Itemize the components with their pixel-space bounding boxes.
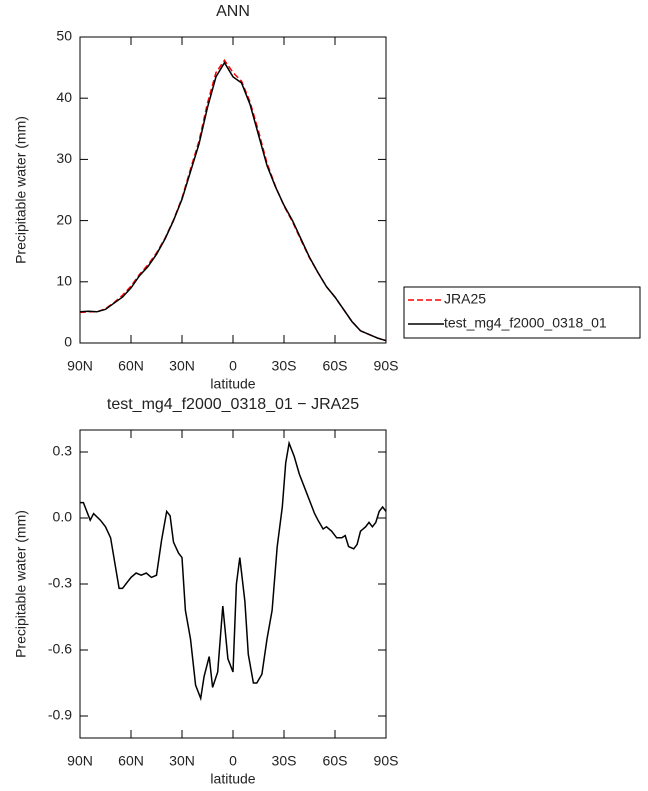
y-tick-label: 0.3 <box>53 443 73 459</box>
y-tick-label: -0.9 <box>48 707 72 723</box>
legend-label: test_mg4_f2000_0318_01 <box>444 315 607 331</box>
series-line <box>79 61 387 342</box>
y-tick-label: 40 <box>56 89 72 105</box>
x-tick-label: 30S <box>272 753 297 769</box>
y-tick-label: 0 <box>64 334 72 350</box>
y-tick-label: 50 <box>56 28 72 44</box>
legend-label: JRA25 <box>444 291 486 307</box>
x-axis-label: latitude <box>210 376 255 392</box>
legend-box <box>403 286 641 339</box>
y-tick-label: 30 <box>56 150 72 166</box>
chart-title: test_mg4_f2000_0318_01 − JRA25 <box>107 396 359 413</box>
x-tick-label: 60N <box>118 753 144 769</box>
y-axis-label: Precipitable water (mm) <box>13 116 29 264</box>
x-tick-label: 90N <box>67 753 93 769</box>
x-tick-label: 60N <box>118 358 144 374</box>
y-axis-label: Precipitable water (mm) <box>13 510 29 658</box>
x-tick-label: 30N <box>169 753 195 769</box>
chart-title: ANN <box>216 3 250 20</box>
x-tick-label: 90S <box>374 753 399 769</box>
y-tick-label: 10 <box>56 273 72 289</box>
y-tick-label: 20 <box>56 211 72 227</box>
y-tick-label: -0.6 <box>48 641 72 657</box>
plot-frame <box>79 36 387 344</box>
x-tick-label: 90N <box>67 358 93 374</box>
x-axis-label: latitude <box>210 771 255 787</box>
x-tick-label: 60S <box>323 753 348 769</box>
x-tick-label: 60S <box>323 358 348 374</box>
x-tick-label: 30S <box>272 358 297 374</box>
y-tick-label: -0.3 <box>48 575 72 591</box>
series-line <box>79 58 387 342</box>
x-tick-label: 0 <box>229 358 237 374</box>
y-tick-label: 0.0 <box>53 509 73 525</box>
series-line <box>80 440 387 702</box>
x-tick-label: 90S <box>374 358 399 374</box>
x-tick-label: 0 <box>229 753 237 769</box>
x-tick-label: 30N <box>169 358 195 374</box>
